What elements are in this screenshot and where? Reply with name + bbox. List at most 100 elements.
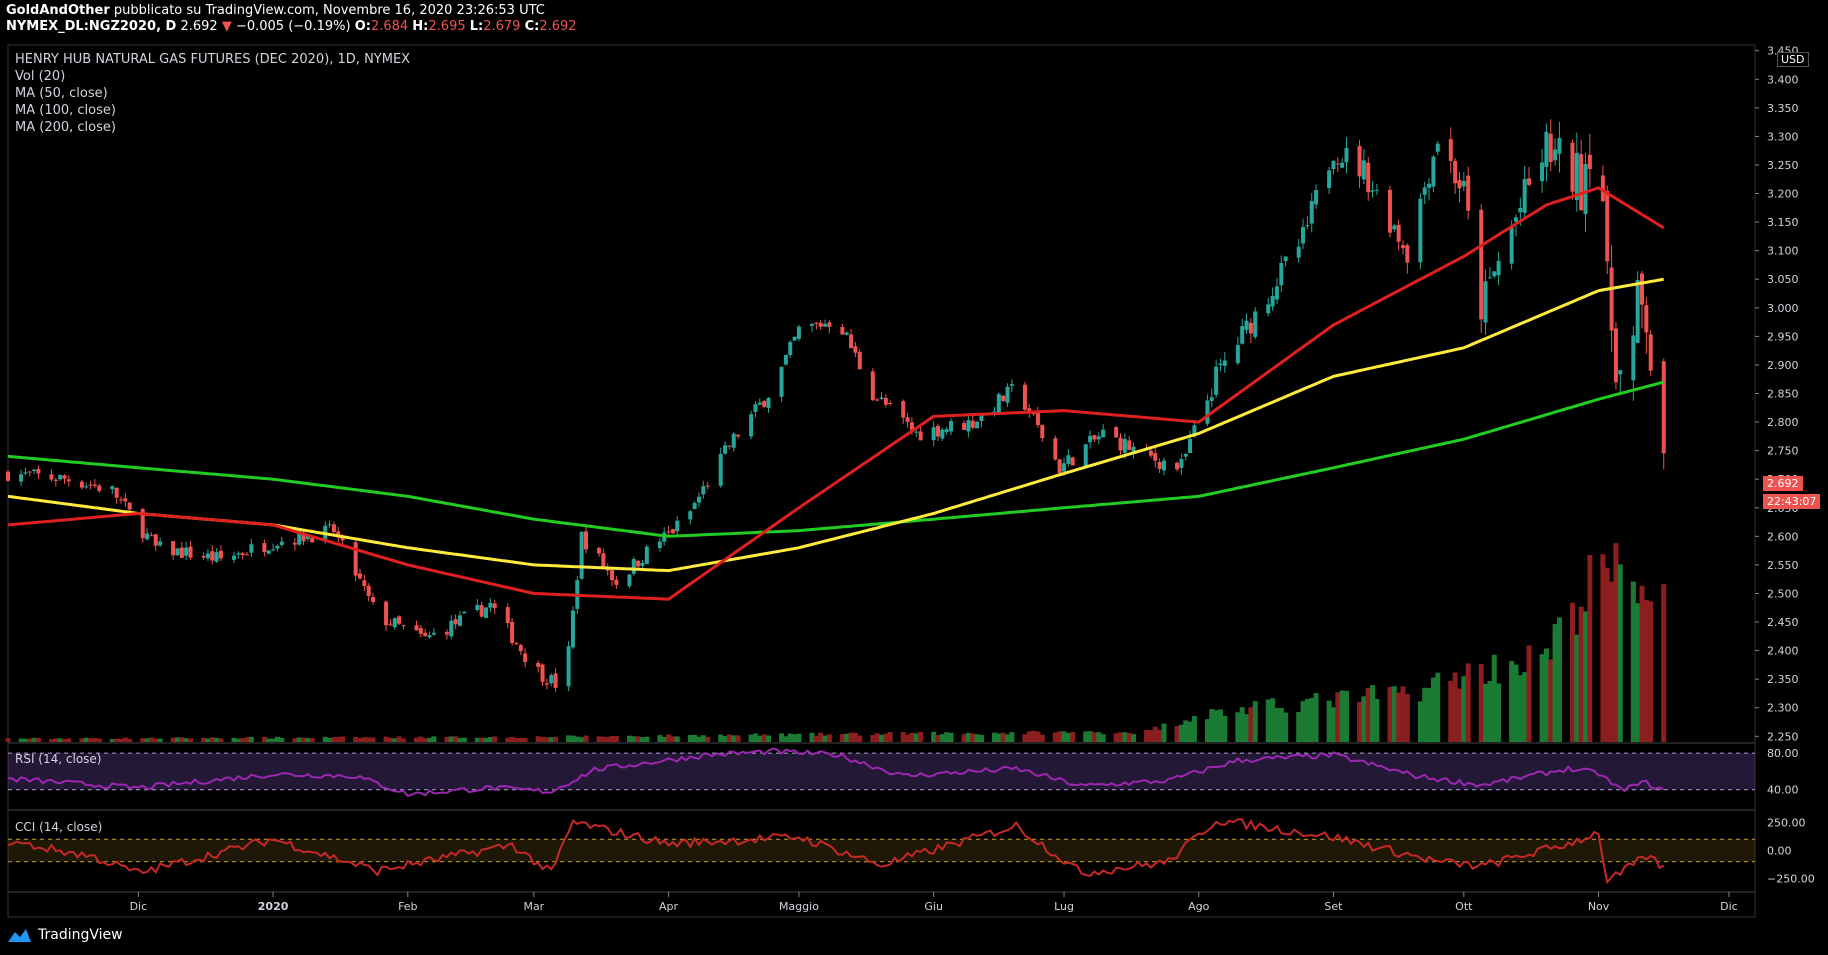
volume-bar: [453, 736, 459, 742]
time-tick-label: Nov: [1588, 900, 1610, 913]
author-name[interactable]: GoldAndOther: [6, 3, 110, 18]
candle-body: [696, 496, 701, 503]
volume-bar: [939, 734, 945, 742]
volume-bar: [1661, 584, 1667, 742]
tradingview-logo[interactable]: TradingView: [6, 927, 123, 943]
candle-body: [1335, 163, 1340, 165]
candle-body: [1057, 459, 1062, 474]
legend-ma200[interactable]: MA (200, close): [15, 120, 116, 135]
price-tick-label: 3.100: [1767, 245, 1799, 258]
volume-bar: [153, 738, 159, 742]
volume-bar: [1609, 581, 1615, 742]
candle-body: [6, 471, 10, 481]
volume-bar: [826, 734, 832, 742]
volume-bar: [1274, 707, 1280, 742]
candle-body: [1314, 190, 1319, 205]
candle-body: [384, 601, 389, 626]
open-value: 2.684: [370, 19, 409, 34]
volume-bar: [918, 731, 924, 742]
volume-bar: [1583, 611, 1589, 742]
candle-body: [1222, 360, 1227, 366]
brand-name: TradingView: [38, 927, 123, 943]
volume-bar: [1152, 726, 1158, 742]
volume-bar: [1417, 701, 1423, 742]
legend-vol[interactable]: Vol (20): [15, 69, 66, 84]
countdown-tag: 22:43:07: [1763, 494, 1821, 509]
volume-bar: [948, 732, 954, 742]
candle-body: [1283, 256, 1288, 262]
volume-bar: [1204, 719, 1210, 742]
candle-body: [1270, 295, 1275, 307]
publish-line: GoldAndOther pubblicato su TradingView.c…: [6, 3, 545, 18]
legend-ma50[interactable]: MA (50, close): [15, 86, 108, 101]
candle-body: [757, 402, 762, 405]
price-tick-label: 2.600: [1767, 530, 1799, 543]
volume-bar: [479, 737, 485, 742]
candle-body: [110, 486, 115, 490]
legend-ma100[interactable]: MA (100, close): [15, 103, 116, 118]
candle-body: [1209, 397, 1214, 401]
candle-body: [727, 445, 732, 447]
volume-bar: [692, 734, 698, 742]
candle-body: [1070, 457, 1075, 466]
candle-body: [918, 431, 923, 441]
volume-bar: [266, 738, 272, 742]
candle-body: [792, 336, 797, 341]
volume-bar: [970, 733, 976, 742]
volume-bar: [1213, 710, 1219, 742]
candle-body: [340, 536, 345, 541]
volume-bar: [474, 737, 480, 742]
volume-bar: [978, 734, 984, 742]
symbol-label: NYMEX_DL:NGZ2020, D: [6, 19, 177, 34]
cci-line: [7, 818, 1665, 885]
candle-body: [1274, 286, 1279, 300]
volume-bar: [127, 738, 133, 742]
candle-body: [627, 574, 632, 587]
volume-bar: [1604, 567, 1610, 742]
volume-bar: [31, 737, 37, 742]
volume-bar: [261, 736, 267, 742]
volume-bar: [1465, 663, 1471, 742]
rsi-label[interactable]: RSI (14, close): [15, 752, 102, 766]
volume-bar: [1217, 709, 1223, 742]
candles: [6, 119, 1666, 693]
price-tick-label: 3.250: [1767, 159, 1799, 172]
candle-body: [736, 434, 741, 437]
candle-body: [1435, 143, 1440, 152]
volume-bar: [1178, 724, 1184, 742]
candle-body: [153, 534, 158, 546]
volume-bar: [674, 736, 680, 742]
rsi-tick-label: 40.00: [1767, 784, 1799, 797]
volume-bar: [309, 738, 315, 742]
candle-body: [1453, 160, 1458, 184]
volume-bar: [357, 737, 363, 742]
volume-bar: [22, 738, 28, 742]
volume-bar: [1374, 698, 1380, 742]
last-price-tag: 2.692: [1763, 476, 1803, 491]
volume-bar: [1548, 659, 1554, 742]
currency-badge[interactable]: USD: [1777, 52, 1809, 67]
candle-body: [675, 520, 680, 532]
candle-body: [1544, 131, 1549, 167]
volume-bar: [522, 737, 528, 742]
volume-bar: [1113, 733, 1119, 742]
candle-body: [510, 621, 515, 644]
candle-body: [1427, 183, 1432, 188]
volume-bar: [1387, 686, 1393, 742]
volume-bar: [1556, 617, 1562, 742]
candle-body: [1218, 363, 1223, 366]
volume-bar: [174, 737, 180, 742]
candle-body: [1205, 400, 1210, 424]
volume-bar: [1000, 732, 1006, 742]
volume-bar: [1613, 543, 1619, 742]
volume-bar: [1426, 687, 1432, 742]
volume-bar: [1539, 654, 1545, 742]
cci-label[interactable]: CCI (14, close): [15, 820, 103, 834]
volume-bar: [444, 736, 450, 742]
volume-bar: [1174, 726, 1180, 742]
volume-bar: [114, 738, 120, 742]
candle-body: [1083, 444, 1088, 467]
volume-bar: [370, 737, 376, 742]
candle-body: [966, 420, 971, 432]
